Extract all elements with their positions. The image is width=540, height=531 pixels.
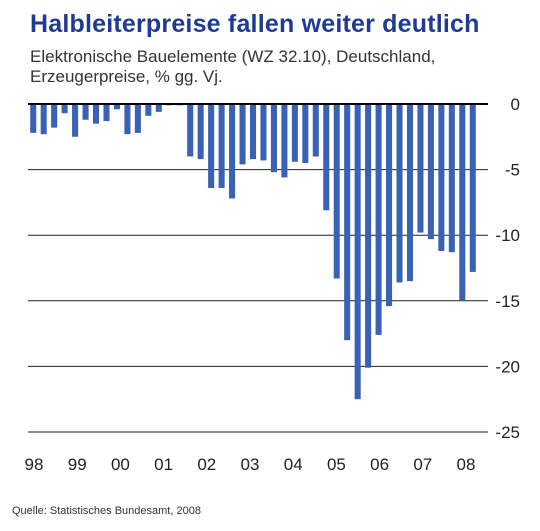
x-tick-label: 01 xyxy=(154,455,173,474)
x-axis-ticks: 98 99 00 01 02 03 04 05 06 07 08 xyxy=(25,455,476,474)
x-tick-label: 08 xyxy=(457,455,476,474)
bar xyxy=(365,104,372,368)
subtitle-line-2: Erzeugerpreise, % gg. Vj. xyxy=(30,67,223,86)
bar xyxy=(323,104,330,211)
y-tick-label: -15 xyxy=(495,292,520,311)
x-tick-label: 98 xyxy=(25,455,44,474)
bar xyxy=(61,104,68,114)
bar xyxy=(270,104,277,173)
bar xyxy=(187,104,194,157)
x-tick-label: 07 xyxy=(413,455,432,474)
subtitle-line-1: Elektronische Bauelemente (WZ 32.10), De… xyxy=(30,47,436,66)
bar xyxy=(239,104,246,165)
x-tick-label: 05 xyxy=(327,455,346,474)
y-tick-label: -10 xyxy=(495,226,520,245)
bar xyxy=(312,104,319,157)
x-tick-label: 03 xyxy=(241,455,260,474)
bar xyxy=(260,104,267,161)
x-tick-label: 06 xyxy=(370,455,389,474)
chart-title: Halbleiterpreise fallen weiter deutlich xyxy=(30,10,480,38)
y-tick-label: -5 xyxy=(505,161,520,180)
bar xyxy=(281,104,288,178)
bar xyxy=(469,104,476,272)
y-tick-label: 0 xyxy=(511,95,520,114)
x-tick-label: 00 xyxy=(111,455,130,474)
bar xyxy=(134,104,141,133)
bar xyxy=(344,104,351,341)
bar-series xyxy=(30,104,476,400)
x-tick-label: 04 xyxy=(284,455,303,474)
x-tick-label: 99 xyxy=(68,455,87,474)
y-axis-ticks: 0 -5 -10 -15 -20 -25 xyxy=(495,95,520,442)
bar xyxy=(459,104,466,301)
bar xyxy=(218,104,225,188)
bar xyxy=(386,104,393,307)
bar xyxy=(333,104,340,279)
bar xyxy=(229,104,236,199)
chart-subtitle: Elektronische Bauelemente (WZ 32.10), De… xyxy=(30,47,435,87)
bar xyxy=(40,104,47,135)
bar xyxy=(92,104,100,124)
bar xyxy=(417,104,424,233)
bar xyxy=(438,104,445,251)
bar xyxy=(82,104,89,120)
bar xyxy=(249,104,257,160)
bar xyxy=(208,104,215,188)
bar xyxy=(103,104,110,122)
bar xyxy=(427,104,434,240)
y-tick-label: -25 xyxy=(495,423,520,442)
bar xyxy=(375,104,382,335)
bar xyxy=(30,104,37,133)
y-tick-label: -20 xyxy=(495,357,520,376)
bar xyxy=(406,104,414,282)
bar xyxy=(291,104,298,162)
bar xyxy=(396,104,403,283)
bar xyxy=(51,104,58,128)
bar xyxy=(448,104,455,253)
bar xyxy=(302,104,309,164)
bar xyxy=(72,104,79,137)
bar xyxy=(155,104,162,112)
bar xyxy=(145,104,152,116)
bar xyxy=(113,104,120,110)
x-tick-label: 02 xyxy=(197,455,216,474)
bar xyxy=(124,104,131,135)
bar xyxy=(354,104,361,400)
source-note: Quelle: Statistisches Bundesamt, 2008 xyxy=(12,505,201,517)
bar xyxy=(197,104,204,160)
gridlines xyxy=(28,169,488,433)
